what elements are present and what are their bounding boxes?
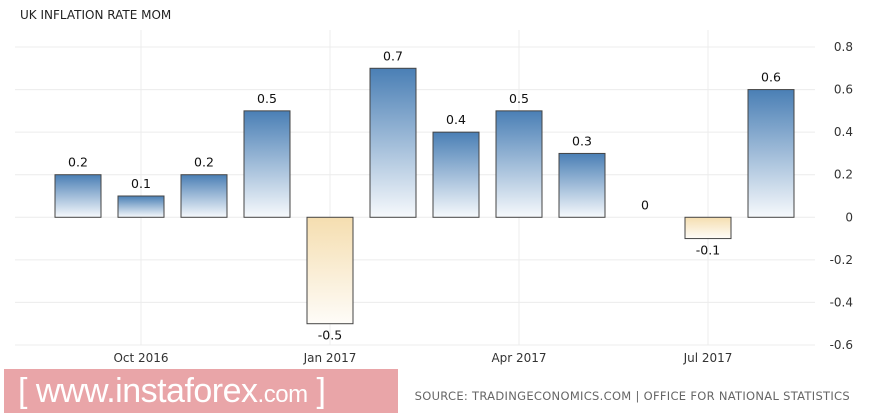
data-label: -0.1 xyxy=(696,243,720,258)
y-tick-label: 0.2 xyxy=(834,168,853,182)
bar-nov-2016 xyxy=(180,174,228,218)
x-tick-label: Oct 2016 xyxy=(113,351,168,365)
data-label: 0.5 xyxy=(509,91,529,106)
data-label: 0.7 xyxy=(383,48,403,63)
instaforex-watermark: [ www.instaforex.com ] xyxy=(4,369,398,413)
y-tick-label: -0.2 xyxy=(830,253,853,267)
data-label: 0 xyxy=(641,197,649,212)
x-tick-label: Jul 2017 xyxy=(683,351,733,365)
bar-may-2017 xyxy=(558,152,606,218)
bar-jul-2017 xyxy=(684,216,732,240)
x-tick-label: Apr 2017 xyxy=(491,351,546,365)
y-tick-label: -0.4 xyxy=(830,295,853,309)
bar-sep-2016 xyxy=(54,174,102,218)
y-tick-label: 0.6 xyxy=(834,83,853,97)
y-tick-label: 0.8 xyxy=(834,40,853,54)
data-label: 0.2 xyxy=(194,155,214,170)
bar-oct-2016 xyxy=(117,195,165,218)
data-label: 0.4 xyxy=(446,112,466,127)
x-tick-label: Jan 2017 xyxy=(303,351,357,365)
bar-dec-2016 xyxy=(243,110,291,218)
data-label: 0.3 xyxy=(572,133,592,148)
bar-feb-2017 xyxy=(369,67,417,218)
chart-title: UK INFLATION RATE MOM xyxy=(20,8,172,22)
y-tick-label: -0.6 xyxy=(830,338,853,352)
y-tick-label: 0 xyxy=(845,210,853,224)
source-note: SOURCE: TRADINGECONOMICS.COM | OFFICE FO… xyxy=(414,389,850,403)
bar-jan-2017 xyxy=(306,216,354,325)
data-label: 0.5 xyxy=(257,91,277,106)
y-tick-label: 0.4 xyxy=(834,125,853,139)
data-label: 0.2 xyxy=(68,155,88,170)
data-label: -0.5 xyxy=(318,328,342,343)
data-label: 0.6 xyxy=(761,70,781,85)
bar-apr-2017 xyxy=(495,110,543,218)
bar-mar-2017 xyxy=(432,131,480,218)
data-label: 0.1 xyxy=(131,176,151,191)
bar-aug-2017 xyxy=(747,89,795,218)
